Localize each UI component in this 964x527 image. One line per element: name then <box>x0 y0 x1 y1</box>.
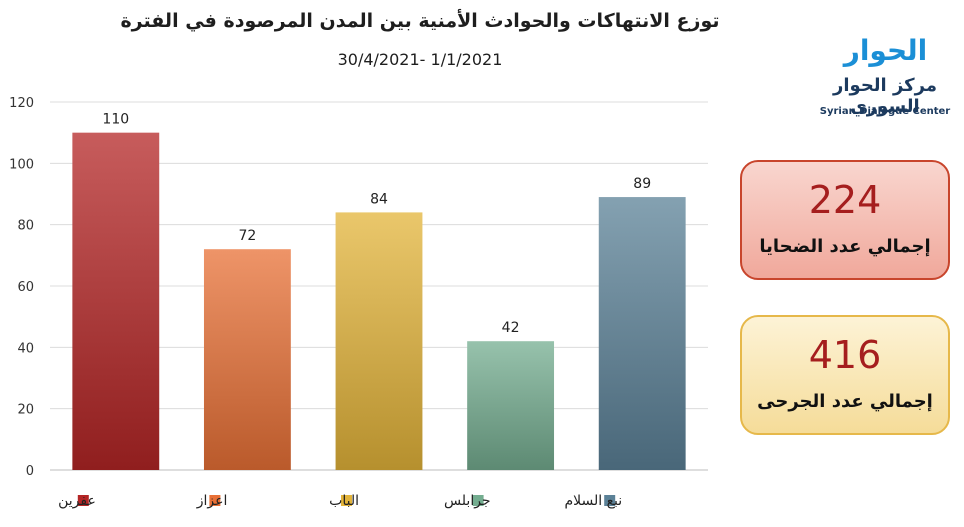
bar <box>72 132 160 470</box>
y-tick-label: 100 <box>9 157 34 172</box>
legend-label: عفرين <box>58 493 96 509</box>
y-tick-label: 120 <box>9 96 34 111</box>
bar <box>203 249 291 470</box>
legend-swatch <box>77 495 89 506</box>
legend-label: اعزاز <box>196 493 228 509</box>
bar <box>335 212 423 470</box>
legend-swatch <box>472 495 484 506</box>
syrian-dialogue-center-logo: الحوار مركز الحوار السوري Syrian Dialogu… <box>815 28 955 138</box>
legend-swatch <box>341 495 352 506</box>
data-label: 89 <box>633 176 651 192</box>
data-label: 72 <box>238 228 256 244</box>
data-label: 42 <box>502 320 520 336</box>
legend-label: نبع السلام <box>564 493 622 509</box>
total-injured-card: 416 إجمالي عدد الجرحى <box>740 315 950 435</box>
logo-arabic-name: مركز الحوار السوري <box>833 75 937 117</box>
data-label: 84 <box>370 191 388 207</box>
total-casualties-card: 224 إجمالي عدد الضحايا <box>740 160 950 280</box>
bar <box>598 197 686 471</box>
legend-swatch <box>209 495 221 506</box>
data-label: 110 <box>102 112 129 128</box>
y-tick-label: 80 <box>17 219 34 234</box>
total-injured-label: إجمالي عدد الجرحى <box>757 391 933 412</box>
y-tick-label: 20 <box>17 403 34 418</box>
y-tick-label: 0 <box>26 464 34 479</box>
bar-chart: 0 20 40 60 80 100 120 110 72 84 42 89 عفرين اعزاز البا… <box>9 96 708 509</box>
total-injured-value: 416 <box>808 333 882 377</box>
chart-title: توزع الانتهاكات والحوادث الأمنية بين الم… <box>120 10 720 32</box>
legend-label: جرابلس <box>444 493 491 509</box>
bar <box>467 341 555 470</box>
chart-subtitle: 30/4/2021- 1/1/2021 <box>337 50 503 69</box>
y-tick-label: 40 <box>17 341 34 356</box>
y-tick-label: 60 <box>17 280 34 295</box>
logo-mark: الحوار <box>843 34 928 67</box>
legend-label: الباب <box>329 493 359 509</box>
total-casualties-label: إجمالي عدد الضحايا <box>759 236 931 257</box>
legend-swatch <box>604 495 616 506</box>
logo-english-name: Syrian Dialogue Center <box>819 106 951 117</box>
total-casualties-value: 224 <box>808 178 882 222</box>
